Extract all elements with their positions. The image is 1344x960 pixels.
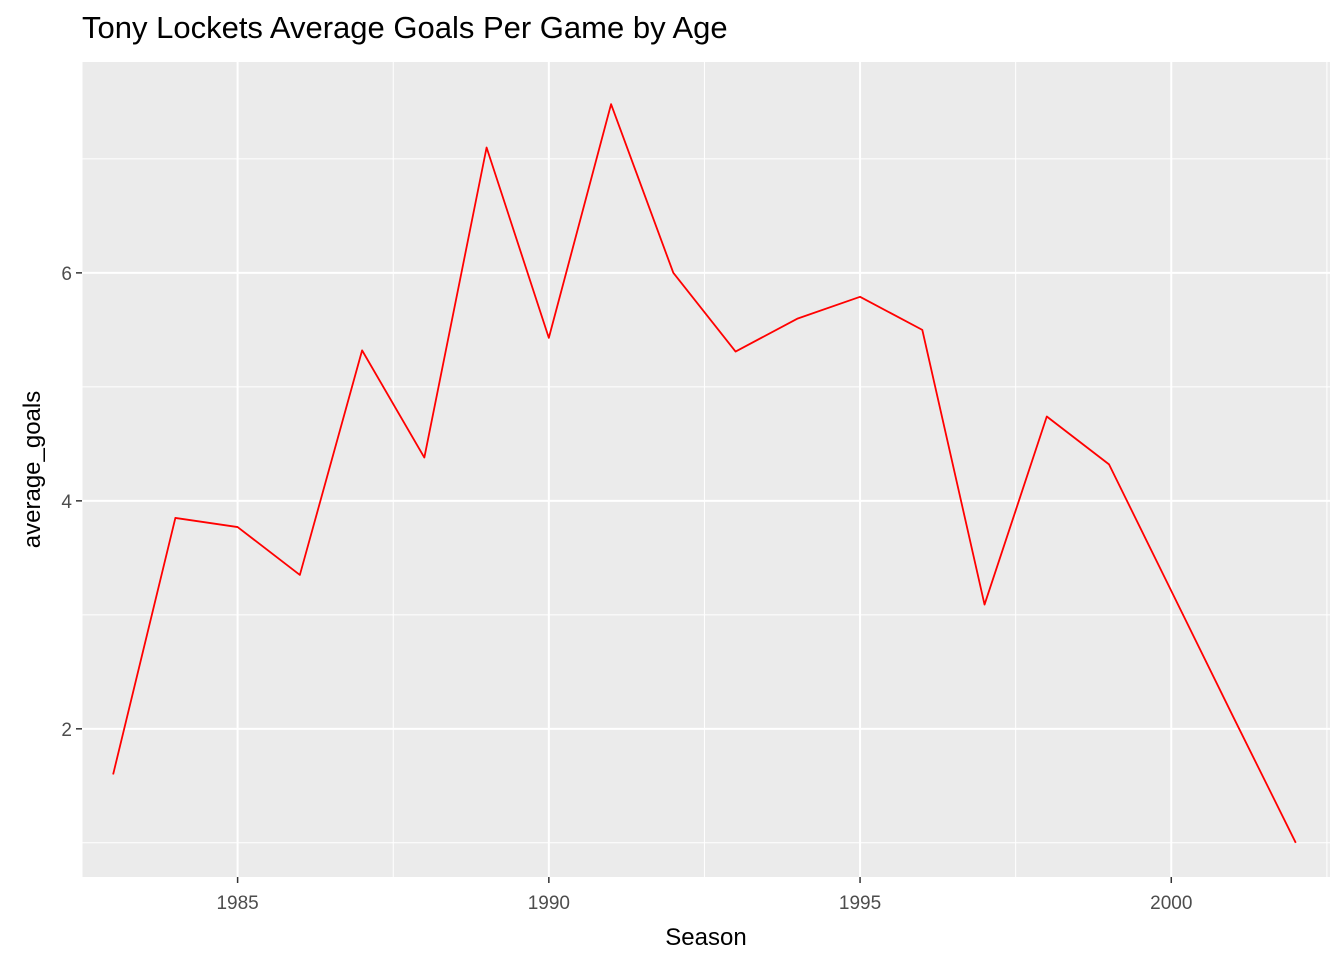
minor-gridlines [81,62,1330,877]
x-tick-label: 1995 [839,893,881,914]
plot-panel [82,62,1330,877]
x-tick-label: 1985 [216,893,258,914]
x-tick-label: 1990 [528,893,570,914]
major-gridlines [82,62,1330,877]
series-line [112,103,1297,844]
y-tick-label: 4 [61,492,72,513]
chart-title: Tony Lockets Average Goals Per Game by A… [82,10,728,45]
y-axis-ticks: 2 4 6 [61,264,82,741]
y-tick-label: 6 [61,264,72,285]
y-tick-label: 2 [61,720,72,741]
x-axis-title: Season [665,924,746,951]
x-axis-ticks: 1985 1990 1995 2000 [216,877,1192,914]
x-tick-label: 2000 [1150,893,1192,914]
y-axis-title: average_goals [19,391,46,548]
